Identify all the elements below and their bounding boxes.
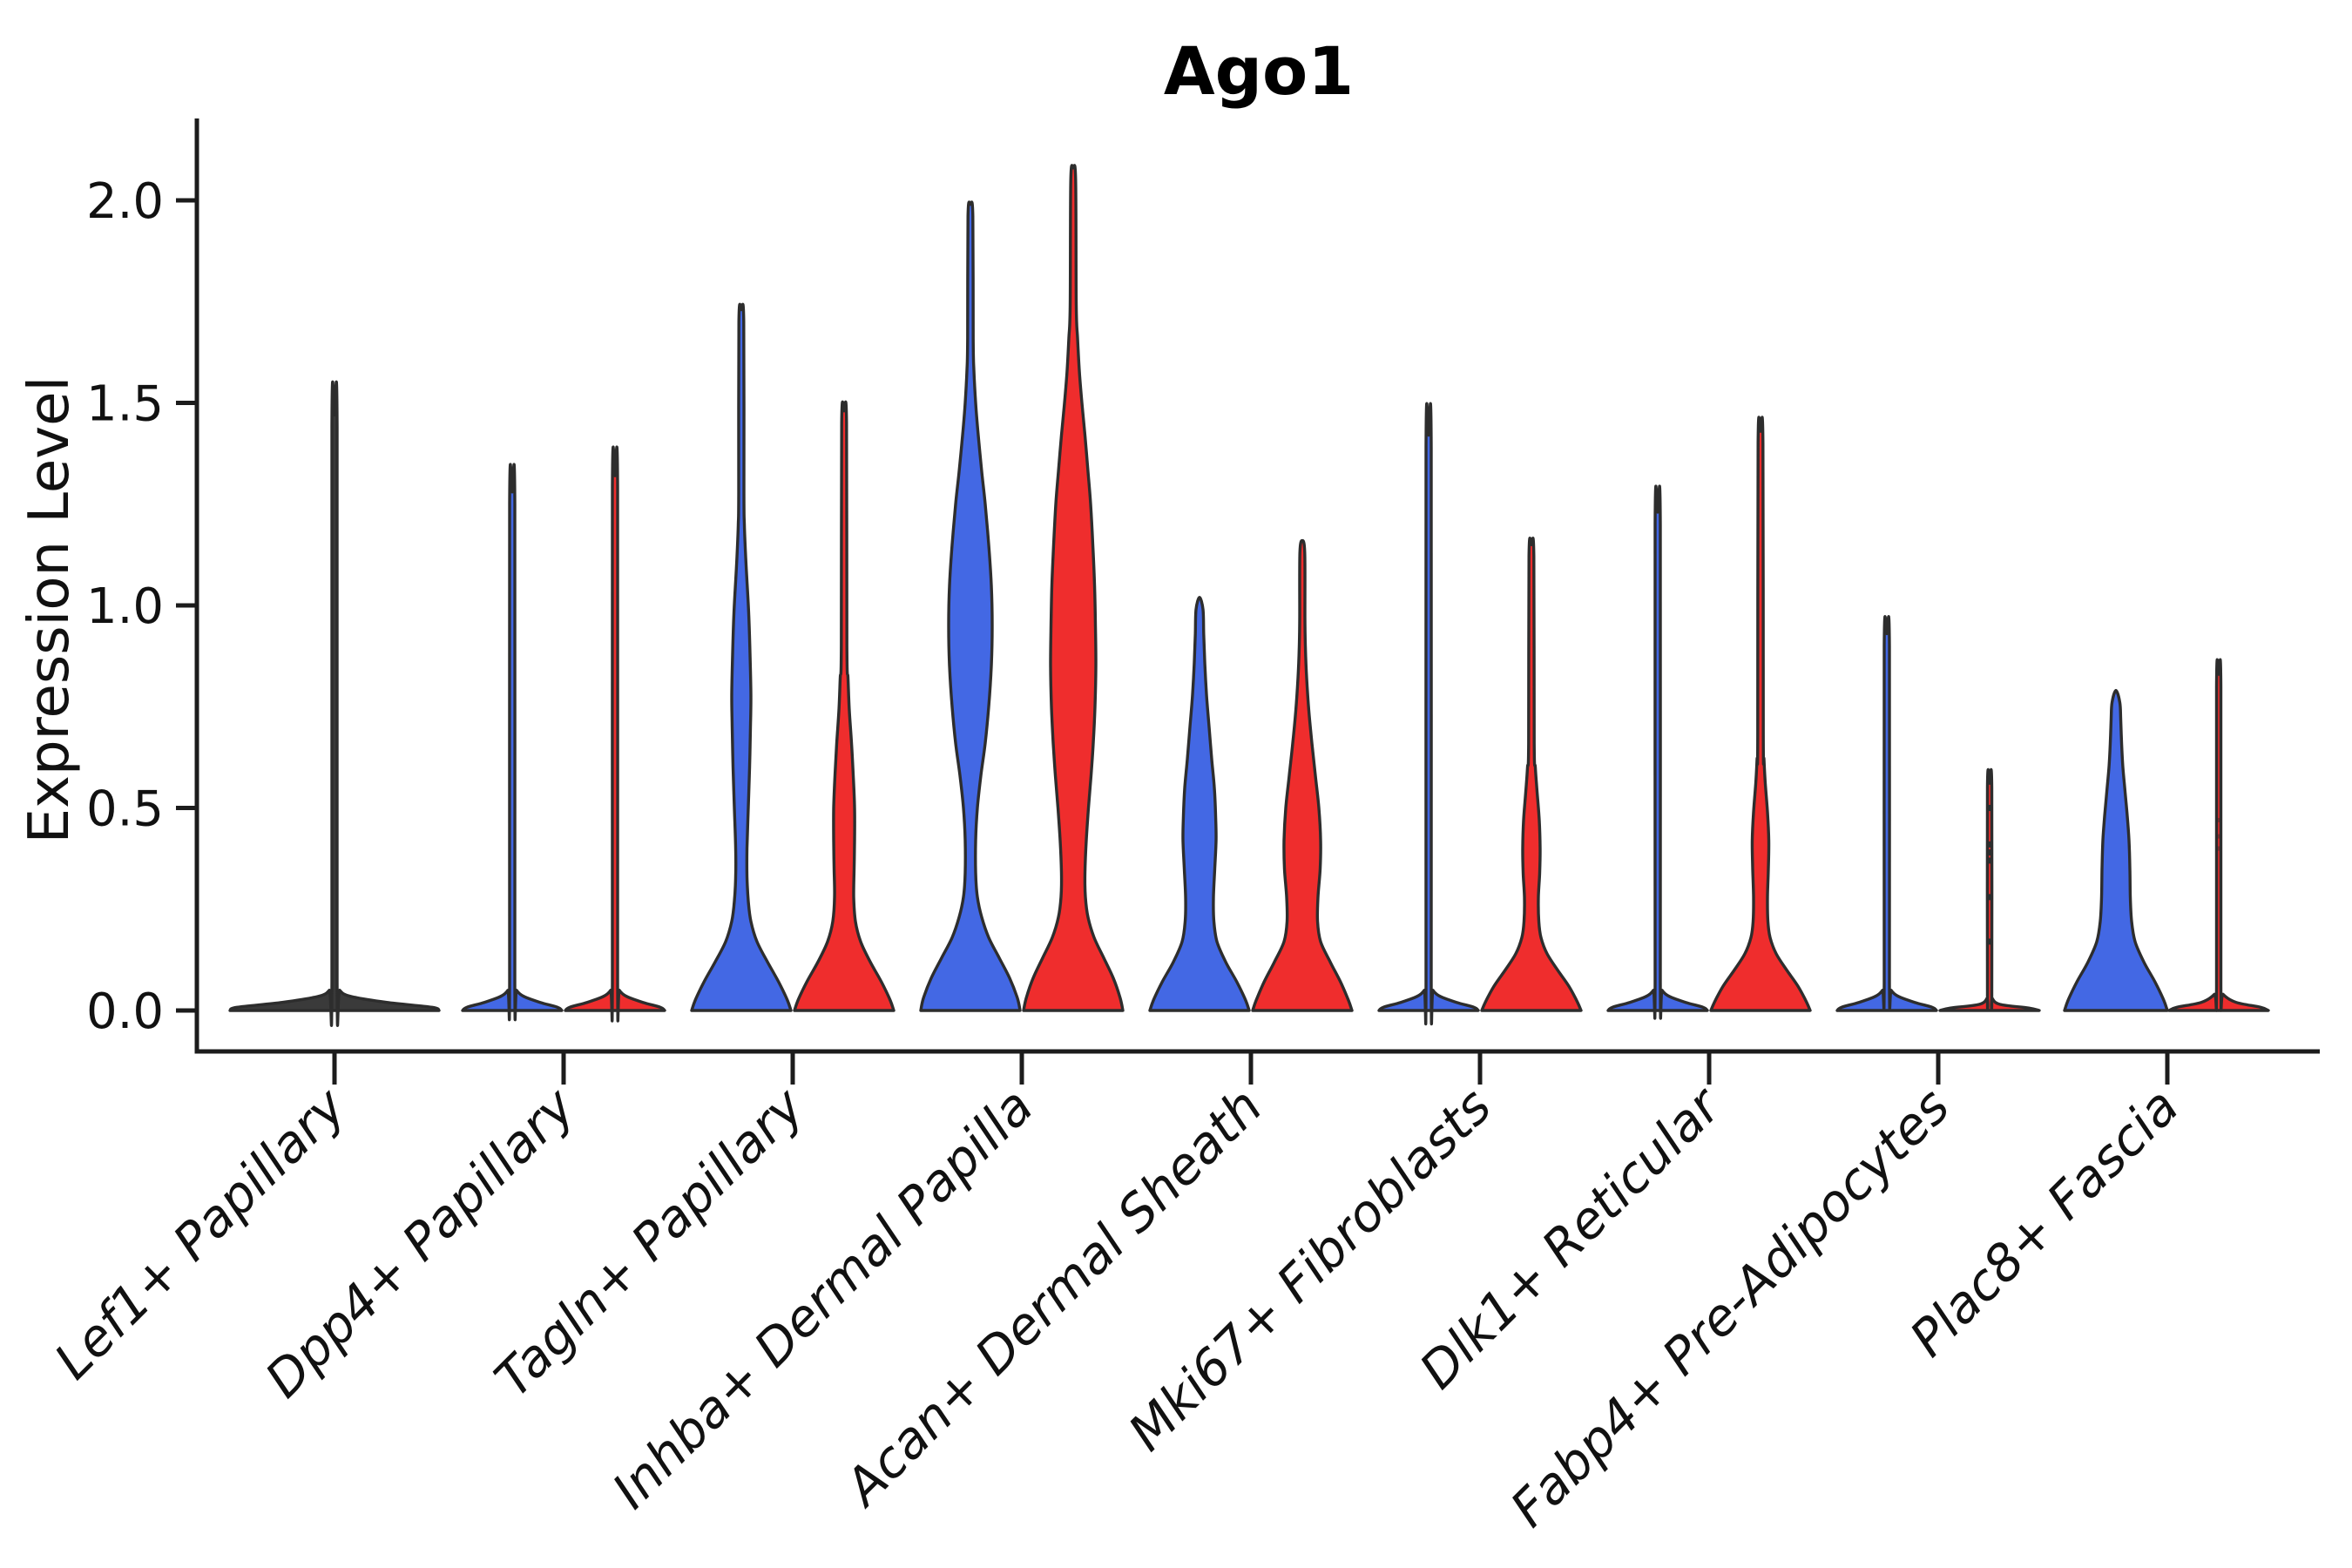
violin-point-fabp4-pre-adipocytes-red [1986, 857, 1993, 864]
violin-dpp4-papillary-blue [461, 463, 564, 1022]
violin-dpp4-papillary-red [564, 445, 666, 1023]
y-tick-label: 1.5 [86, 376, 164, 433]
violin-tagln-papillary-blue [690, 302, 793, 1012]
violin-dlk1-reticular-blue [1606, 484, 1709, 1020]
violin-point-fabp4-pre-adipocytes-red [1986, 841, 1993, 848]
violin-inhba-dermal-papilla-red [1022, 164, 1125, 1012]
x-tick-label-acan-dermal-sheath: Acan+ Dermal Sheath [831, 1077, 1274, 1519]
violin-plac8-fascia-red [2167, 658, 2270, 1012]
violin-acan-dermal-sheath-red [1251, 538, 1354, 1012]
violin-dlk1-reticular-red [1709, 416, 1812, 1012]
y-tick-label: 2.0 [86, 173, 164, 230]
y-axis-label: Expression Level [17, 376, 82, 844]
chart-title: Ago1 [1164, 32, 1354, 110]
violin-point-fabp4-pre-adipocytes-red [1986, 804, 1993, 812]
violin-point-faint-plac8-fascia-red [2216, 817, 2221, 823]
violin-point-fabp4-pre-adipocytes-red [1986, 894, 1993, 901]
violin-point-fabp4-pre-adipocytes-red [1986, 938, 1993, 945]
y-tick-label: 0.5 [86, 781, 164, 838]
violin-inhba-dermal-papilla-blue [919, 200, 1022, 1012]
y-tick-label: 0.0 [86, 983, 164, 1040]
violin-acan-dermal-sheath-blue [1148, 596, 1251, 1012]
violin-fabp4-pre-adipocytes-blue [1835, 615, 1938, 1012]
violin-plac8-fascia-blue [2063, 688, 2169, 1012]
x-tick-label-fabp4-pre-adipocytes: Fabp4+ Pre-Adipocytes [1499, 1077, 1961, 1538]
violin-tagln-papillary-red [793, 400, 896, 1012]
violin-point-fabp4-pre-adipocytes-red [1986, 778, 1993, 785]
violin-mki67-fibroblasts-blue [1377, 402, 1480, 1026]
violin-point-faint-plac8-fascia-red [2216, 846, 2221, 851]
violin-lef1-papillary-single [228, 380, 441, 1027]
x-tick-label-inhba-dermal-papilla: Inhba+ Dermal Papilla [601, 1077, 1044, 1520]
violin-point-fabp4-pre-adipocytes-red [1986, 849, 1993, 856]
violin-point-faint-plac8-fascia-red [2216, 834, 2221, 839]
violin-mki67-fibroblasts-red [1480, 537, 1583, 1012]
y-tick-label: 1.0 [86, 578, 164, 635]
